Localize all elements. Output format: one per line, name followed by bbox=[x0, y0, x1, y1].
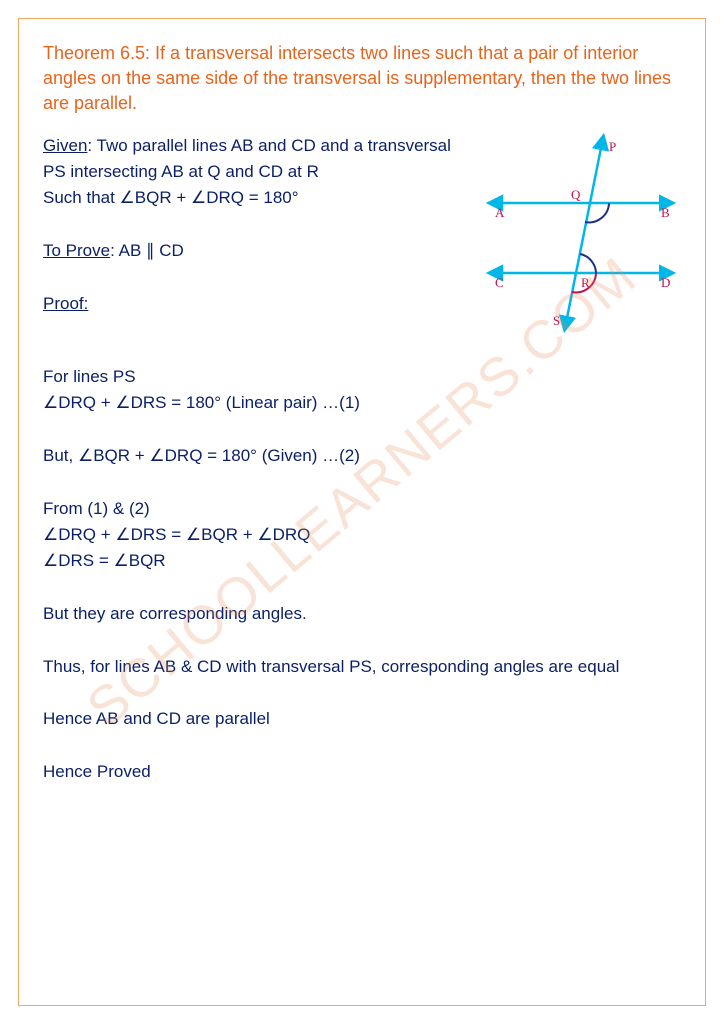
given-section: Given: Two parallel lines AB and CD and … bbox=[43, 133, 471, 212]
proof-line8: Thus, for lines AB & CD with transversal… bbox=[43, 654, 681, 680]
toprove-label: To Prove bbox=[43, 241, 110, 260]
label-s: S bbox=[553, 313, 560, 328]
proof-line7: But they are corresponding angles. bbox=[43, 601, 681, 627]
theorem-title: Theorem 6.5: If a transversal intersects… bbox=[43, 41, 681, 117]
label-b: B bbox=[661, 205, 670, 220]
given-label: Given bbox=[43, 136, 87, 155]
proof-line1: For lines PS bbox=[43, 364, 681, 390]
given-text1: : Two parallel lines AB and CD and a tra… bbox=[43, 136, 451, 181]
proof-line10: Hence Proved bbox=[43, 759, 681, 785]
proof-line4: From (1) & (2) bbox=[43, 496, 681, 522]
toprove-section: To Prove: AB ∥ CD bbox=[43, 238, 471, 264]
geometry-diagram: P S A B C D Q R bbox=[481, 133, 681, 333]
label-c: C bbox=[495, 275, 504, 290]
proof-line9: Hence AB and CD are parallel bbox=[43, 706, 681, 732]
label-d: D bbox=[661, 275, 670, 290]
arc-drq bbox=[580, 254, 596, 273]
proof-line6: ∠DRS = ∠BQR bbox=[43, 548, 681, 574]
given-text2: Such that ∠BQR + ∠DRQ = 180° bbox=[43, 188, 299, 207]
proof-label: Proof: bbox=[43, 291, 471, 317]
label-q: Q bbox=[571, 187, 581, 202]
proof-line2: ∠DRQ + ∠DRS = 180° (Linear pair) …(1) bbox=[43, 390, 681, 416]
label-a: A bbox=[495, 205, 505, 220]
label-r: R bbox=[581, 275, 590, 290]
proof-line3: But, ∠BQR + ∠DRQ = 180° (Given) …(2) bbox=[43, 443, 681, 469]
toprove-text: : AB ∥ CD bbox=[110, 241, 184, 260]
label-p: P bbox=[609, 139, 616, 154]
line-ps bbox=[565, 138, 603, 328]
proof-line5: ∠DRQ + ∠DRS = ∠BQR + ∠DRQ bbox=[43, 522, 681, 548]
